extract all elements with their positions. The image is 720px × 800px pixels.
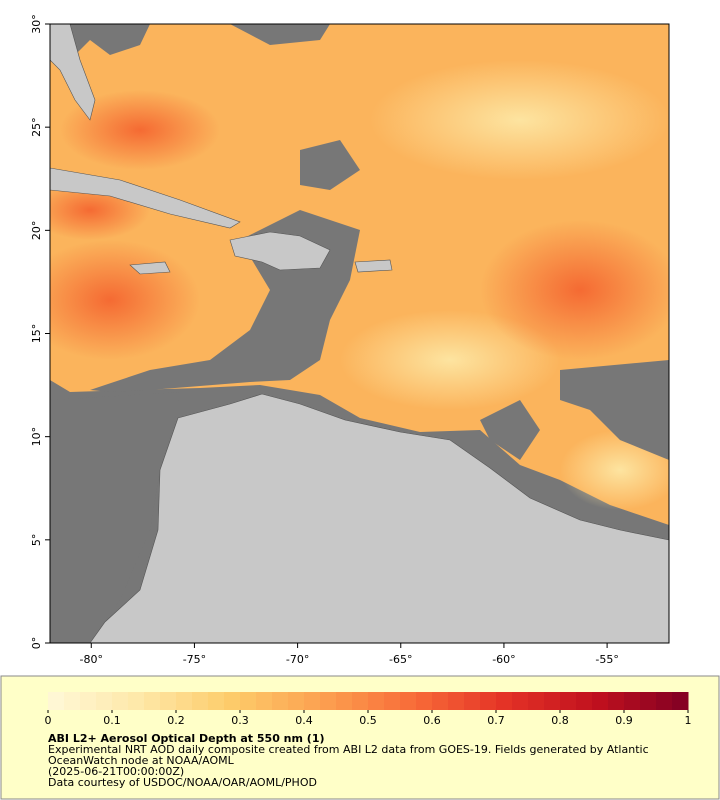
caption-line: Experimental NRT AOD daily composite cre… xyxy=(48,743,649,756)
lon-tick-label: -80° xyxy=(80,653,103,666)
high-aod-area xyxy=(50,240,200,360)
colorbar-step xyxy=(576,692,593,710)
lon-tick-label: -65° xyxy=(389,653,412,666)
no-data-area xyxy=(560,360,669,460)
no-data-area xyxy=(230,24,330,45)
colorbar-step xyxy=(400,692,417,710)
caption-line: Data courtesy of USDOC/NOAA/OAR/AOML/PHO… xyxy=(48,776,317,789)
lat-tick-label: 0° xyxy=(30,637,43,650)
colorbar-step xyxy=(304,692,321,710)
lon-tick-label: -70° xyxy=(286,653,309,666)
colorbar-step xyxy=(368,692,385,710)
colorbar-step xyxy=(208,692,225,710)
colorbar-tick-label: 0.5 xyxy=(359,714,377,727)
land-florida xyxy=(50,24,96,121)
colorbar-step xyxy=(336,692,353,710)
colorbar-step xyxy=(480,692,497,710)
colorbar-step xyxy=(656,692,673,710)
colorbar-step xyxy=(544,692,561,710)
colorbar-step xyxy=(48,692,65,710)
colorbar-tick-label: 0.4 xyxy=(295,714,313,727)
low-aod-area xyxy=(370,60,669,180)
colorbar-step xyxy=(160,692,177,710)
colorbar-tick-label: 0.2 xyxy=(167,714,185,727)
lat-tick-label: 10° xyxy=(30,427,43,447)
colorbar-tick-label: 0.3 xyxy=(231,714,249,727)
land-south-america xyxy=(89,393,669,643)
colorbar-step xyxy=(240,692,257,710)
colorbar-step xyxy=(144,692,161,710)
colorbar-tick-label: 0.1 xyxy=(103,714,121,727)
high-aod-area xyxy=(60,90,220,170)
map-area xyxy=(50,24,669,643)
colorbar-step xyxy=(128,692,145,710)
colorbar-step xyxy=(64,692,81,710)
lat-tick-label: 20° xyxy=(30,221,43,241)
colorbar-step xyxy=(192,692,209,710)
colorbar-tick-label: 0.6 xyxy=(423,714,441,727)
colorbar-tick-label: 0.8 xyxy=(551,714,569,727)
lat-tick-label: 25° xyxy=(30,117,43,136)
caption-line: OceanWatch node at NOAA/AOML xyxy=(48,754,235,767)
colorbar-tick-label: 0.9 xyxy=(615,714,633,727)
caption-line: (2025-06-21T00:00:00Z) xyxy=(48,765,184,778)
no-data-area xyxy=(50,392,180,643)
colorbar-step xyxy=(352,692,369,710)
land-jamaica xyxy=(129,261,171,275)
colorbar-step xyxy=(176,692,193,710)
land-puerto-rico xyxy=(354,259,393,273)
colorbar-step xyxy=(496,692,513,710)
colorbar-tick-label: 0 xyxy=(45,714,52,727)
colorbar-step xyxy=(416,692,433,710)
lon-tick-label: -55° xyxy=(595,653,618,666)
colorbar-step xyxy=(464,692,481,710)
colorbar-step xyxy=(96,692,113,710)
lat-tick-label: 15° xyxy=(30,324,43,344)
colorbar-step xyxy=(560,692,577,710)
colorbar-step xyxy=(528,692,545,710)
lon-tick-label: -60° xyxy=(492,653,515,666)
colorbar-step xyxy=(112,692,129,710)
colorbar-step xyxy=(256,692,273,710)
colorbar-step xyxy=(608,692,625,710)
lat-tick-label: 30° xyxy=(30,14,43,34)
colorbar-step xyxy=(80,692,97,710)
colorbar-step xyxy=(432,692,449,710)
colorbar-step xyxy=(224,692,241,710)
lat-tick-label: 5° xyxy=(30,534,43,547)
colorbar-tick-label: 1 xyxy=(685,714,692,727)
colorbar-step xyxy=(320,692,337,710)
land-hispaniola xyxy=(229,231,331,271)
lon-tick-label: -75° xyxy=(183,653,206,666)
land-cuba xyxy=(50,167,241,229)
colorbar-step xyxy=(640,692,657,710)
no-data-area xyxy=(480,400,540,460)
colorbar-step xyxy=(672,692,689,710)
colorbar-step xyxy=(624,692,641,710)
colorbar-tick-label: 0.7 xyxy=(487,714,505,727)
colorbar-step xyxy=(288,692,305,710)
colorbar-step xyxy=(384,692,401,710)
colorbar-step xyxy=(592,692,609,710)
colorbar-step xyxy=(272,692,289,710)
low-aod-area xyxy=(560,430,669,510)
caption-title: ABI L2+ Aerosol Optical Depth at 550 nm … xyxy=(48,732,325,745)
no-data-area xyxy=(300,140,360,190)
high-aod-area xyxy=(480,220,669,360)
colorbar-step xyxy=(512,692,529,710)
colorbar-step xyxy=(448,692,465,710)
